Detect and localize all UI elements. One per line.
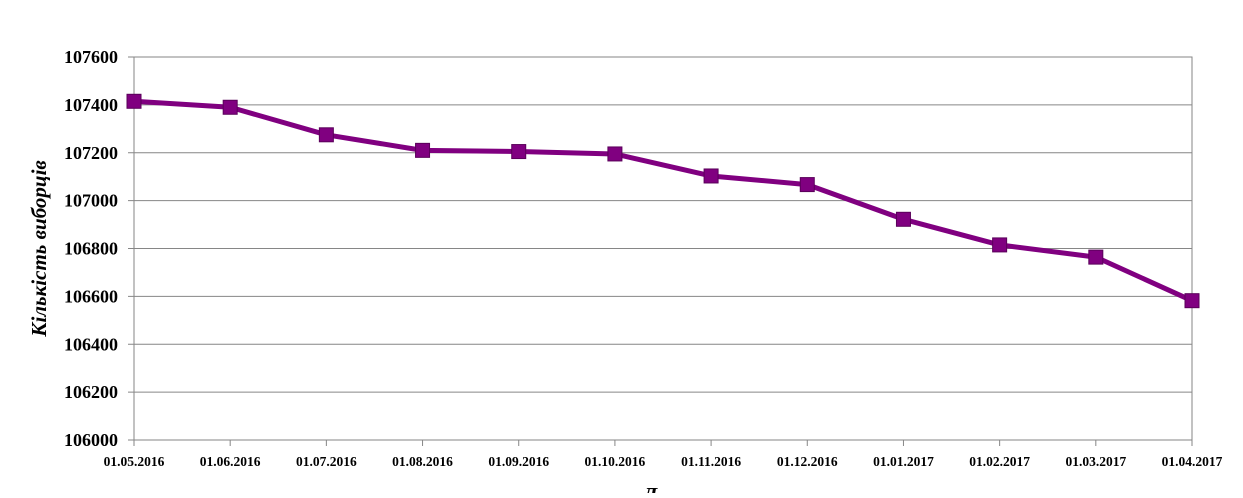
x-tick-label: 01.05.2016 — [104, 454, 165, 469]
y-tick-label: 107400 — [64, 95, 118, 115]
y-tick-label: 107200 — [64, 143, 118, 163]
data-point — [222, 99, 238, 115]
x-tick-label: 01.11.2016 — [681, 454, 741, 469]
y-tick-label: 106600 — [64, 286, 118, 306]
data-point — [1088, 249, 1104, 265]
y-tick-label: 106200 — [64, 382, 118, 402]
x-tick-label: 01.12.2016 — [777, 454, 838, 469]
y-axis-label: Кількість виборців — [27, 160, 51, 338]
data-point — [415, 142, 431, 158]
y-axis-ticks: 106000 106200 106400 106600 106800 107000 1072… — [64, 47, 134, 450]
x-tick-label: 01.09.2016 — [488, 454, 549, 469]
x-axis-label: Д — [641, 483, 658, 493]
y-tick-label: 106800 — [64, 239, 118, 259]
series-line — [133, 98, 1194, 303]
data-point — [992, 237, 1008, 253]
y-tick-label: 106400 — [64, 334, 118, 354]
data-point — [607, 146, 623, 162]
data-point — [1184, 293, 1200, 309]
data-point — [799, 177, 815, 193]
x-tick-label: 01.02.2017 — [969, 454, 1030, 469]
data-point — [703, 168, 719, 184]
y-tick-label: 107000 — [64, 191, 118, 211]
data-point — [126, 93, 142, 109]
x-axis-ticks: 01.05.2016 01.06.2016 01.07.2016 01.08.2016… — [104, 440, 1223, 469]
x-tick-label: 01.06.2016 — [200, 454, 261, 469]
x-tick-label: 01.07.2016 — [296, 454, 357, 469]
series-layer — [126, 93, 1200, 309]
data-point — [895, 211, 911, 227]
x-tick-label: 01.03.2017 — [1065, 454, 1126, 469]
x-tick-label: 01.01.2017 — [873, 454, 934, 469]
x-tick-label: 01.04.2017 — [1162, 454, 1223, 469]
y-tick-label: 106000 — [64, 430, 118, 450]
y-tick-label: 107600 — [64, 47, 118, 67]
data-point — [511, 144, 527, 160]
data-point — [318, 127, 334, 143]
x-tick-label: 01.08.2016 — [392, 454, 453, 469]
x-tick-label: 01.10.2016 — [585, 454, 646, 469]
